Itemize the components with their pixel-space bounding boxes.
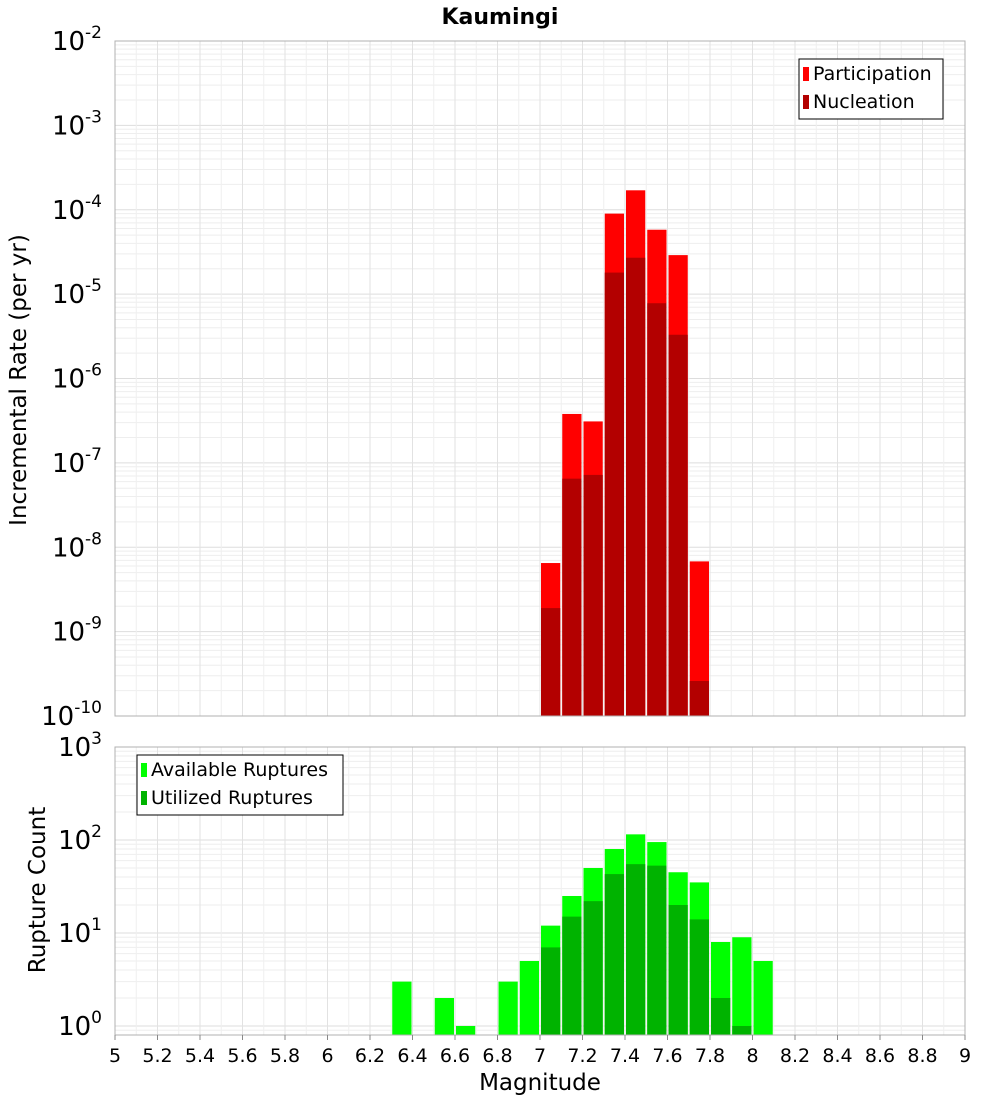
bars <box>541 190 709 717</box>
x-tick-label: 5 <box>109 1045 121 1067</box>
bar-utilized-ruptures <box>626 864 646 1035</box>
x-tick-label: 5.6 <box>227 1045 257 1067</box>
x-tick-label: 8.2 <box>780 1045 810 1067</box>
y-tick-label: 101 <box>58 915 102 949</box>
bars <box>392 834 773 1035</box>
legend-label: Participation <box>813 63 932 85</box>
legend-swatch <box>141 763 147 777</box>
y-tick-label: 10-5 <box>52 276 102 310</box>
bar-nucleation <box>668 334 688 716</box>
x-tick-label: 6.8 <box>482 1045 512 1067</box>
bar-nucleation <box>604 272 624 716</box>
chart-title: Kaumingi <box>442 5 559 30</box>
x-tick-label: 7.8 <box>695 1045 725 1067</box>
incremental-rate-panel: 10-10 10-9 10-8 10-7 10-6 10-5 10-4 10-3 10-2 Par… <box>41 23 966 732</box>
top-y-axis-label: Incremental Rate (per yr) <box>6 234 32 526</box>
bar-utilized-ruptures <box>689 919 709 1035</box>
x-tick-label: 7 <box>534 1045 546 1067</box>
bar-utilized-ruptures <box>711 997 731 1035</box>
x-tick-label: 8.8 <box>907 1045 937 1067</box>
bar-participation <box>689 561 709 716</box>
x-tick-label: 8 <box>746 1045 758 1067</box>
y-tick-label: 10-7 <box>52 445 102 479</box>
bar-nucleation <box>689 680 709 716</box>
y-tick-label: 10-10 <box>41 698 102 732</box>
x-tick-label: 6.4 <box>397 1045 427 1067</box>
legend-box <box>798 58 944 120</box>
x-tick-label: 9 <box>959 1045 971 1067</box>
bar-utilized-ruptures <box>562 916 582 1035</box>
legend-label: Utilized Ruptures <box>151 787 313 809</box>
bar-utilized-ruptures <box>647 865 667 1035</box>
x-tick-label: 6 <box>321 1045 333 1067</box>
bar-available-ruptures <box>519 960 539 1035</box>
bar-available-ruptures <box>434 997 454 1035</box>
bar-nucleation <box>583 474 603 716</box>
legend-label: Nucleation <box>813 91 915 113</box>
x-tick-label: 6.2 <box>355 1045 385 1067</box>
y-ticks: 10-10 10-9 10-8 10-7 10-6 10-5 10-4 10-3 10-2 <box>41 23 102 732</box>
bar-available-ruptures <box>392 981 412 1035</box>
bottom-y-axis-label: Rupture Count <box>25 807 51 973</box>
y-tick-label: 10-2 <box>52 23 102 57</box>
bar-nucleation <box>626 257 646 716</box>
grid <box>114 40 966 717</box>
x-ticks: 5 5.2 5.4 5.6 5.8 6 6.2 6.4 6.6 6.8 7 7.2 7.4 7.6 7.8 8… <box>109 1035 971 1067</box>
legend-swatch <box>803 67 809 81</box>
legend: Available Ruptures Utilized Ruptures <box>136 754 344 816</box>
x-tick-label: 5.4 <box>185 1045 215 1067</box>
rupture-count-panel: 100 101 102 103 Available Ruptures Utilized R… <box>58 729 971 1067</box>
x-tick-label: 7.6 <box>652 1045 682 1067</box>
bar-available-ruptures <box>732 937 752 1035</box>
y-ticks: 100 101 102 103 <box>58 729 102 1042</box>
y-tick-label: 10-8 <box>52 529 102 563</box>
x-tick-label: 5.2 <box>142 1045 172 1067</box>
bar-utilized-ruptures <box>541 947 561 1035</box>
legend-swatch <box>141 791 147 805</box>
grid <box>114 746 966 1036</box>
bar-available-ruptures <box>456 1025 476 1035</box>
y-tick-label: 10-3 <box>52 107 102 141</box>
x-tick-label: 8.6 <box>865 1045 895 1067</box>
legend-box <box>136 754 344 816</box>
bar-utilized-ruptures <box>668 904 688 1035</box>
bar-nucleation <box>562 478 582 716</box>
bar-nucleation <box>647 303 667 716</box>
bar-available-ruptures <box>498 981 518 1035</box>
bar-utilized-ruptures <box>732 1025 752 1035</box>
y-tick-label: 10-4 <box>52 192 102 226</box>
x-tick-label: 5.8 <box>270 1045 300 1067</box>
bar-utilized-ruptures <box>604 874 624 1035</box>
y-tick-label: 103 <box>58 729 102 763</box>
y-tick-label: 10-6 <box>52 361 102 395</box>
x-tick-label: 8.4 <box>822 1045 852 1067</box>
bar-available-ruptures <box>753 960 773 1035</box>
y-tick-label: 10-9 <box>52 614 102 648</box>
bar-nucleation <box>541 608 561 716</box>
x-tick-label: 6.6 <box>440 1045 470 1067</box>
x-axis-label: Magnitude <box>479 1070 601 1096</box>
x-tick-label: 7.4 <box>610 1045 640 1067</box>
x-tick-label: 7.2 <box>567 1045 597 1067</box>
legend: Participation Nucleation <box>798 58 944 120</box>
y-tick-label: 102 <box>58 822 102 856</box>
bar-utilized-ruptures <box>583 901 603 1035</box>
legend-swatch <box>803 95 809 109</box>
plot-frame <box>114 40 966 717</box>
y-tick-label: 100 <box>58 1008 102 1042</box>
legend-label: Available Ruptures <box>151 759 328 781</box>
